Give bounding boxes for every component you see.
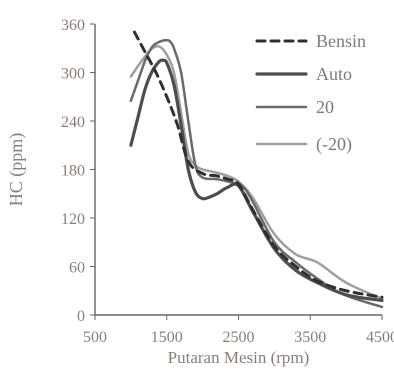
series-line-20 (129, 38, 384, 309)
legend-label-bensin: Bensin (316, 31, 366, 51)
y-tick-label: 0 (77, 308, 85, 325)
x-tick-label: 4500 (366, 329, 394, 346)
y-tick-label: 60 (69, 260, 85, 277)
y-axis-label: HC (ppm) (6, 133, 27, 207)
legend-label-20: 20 (316, 97, 334, 117)
x-tick-label: 500 (83, 329, 107, 346)
y-tick-label: 360 (61, 17, 85, 34)
series-line-bensin (132, 30, 384, 299)
y-tick-label: 120 (61, 211, 85, 228)
x-tick-label: 1500 (151, 329, 183, 346)
y-tick-label: 300 (61, 66, 85, 83)
x-tick-label: 3500 (294, 329, 326, 346)
series-line-auto (129, 58, 384, 303)
x-tick-label: 2500 (223, 329, 255, 346)
series-line-20 (129, 44, 384, 301)
legend-label-auto: Auto (316, 64, 352, 84)
y-tick-label: 240 (61, 114, 85, 131)
y-tick-label: 180 (61, 163, 85, 180)
x-axis-label: Putaran Mesin (rpm) (168, 348, 310, 367)
legend-label-20: (-20) (316, 134, 352, 155)
